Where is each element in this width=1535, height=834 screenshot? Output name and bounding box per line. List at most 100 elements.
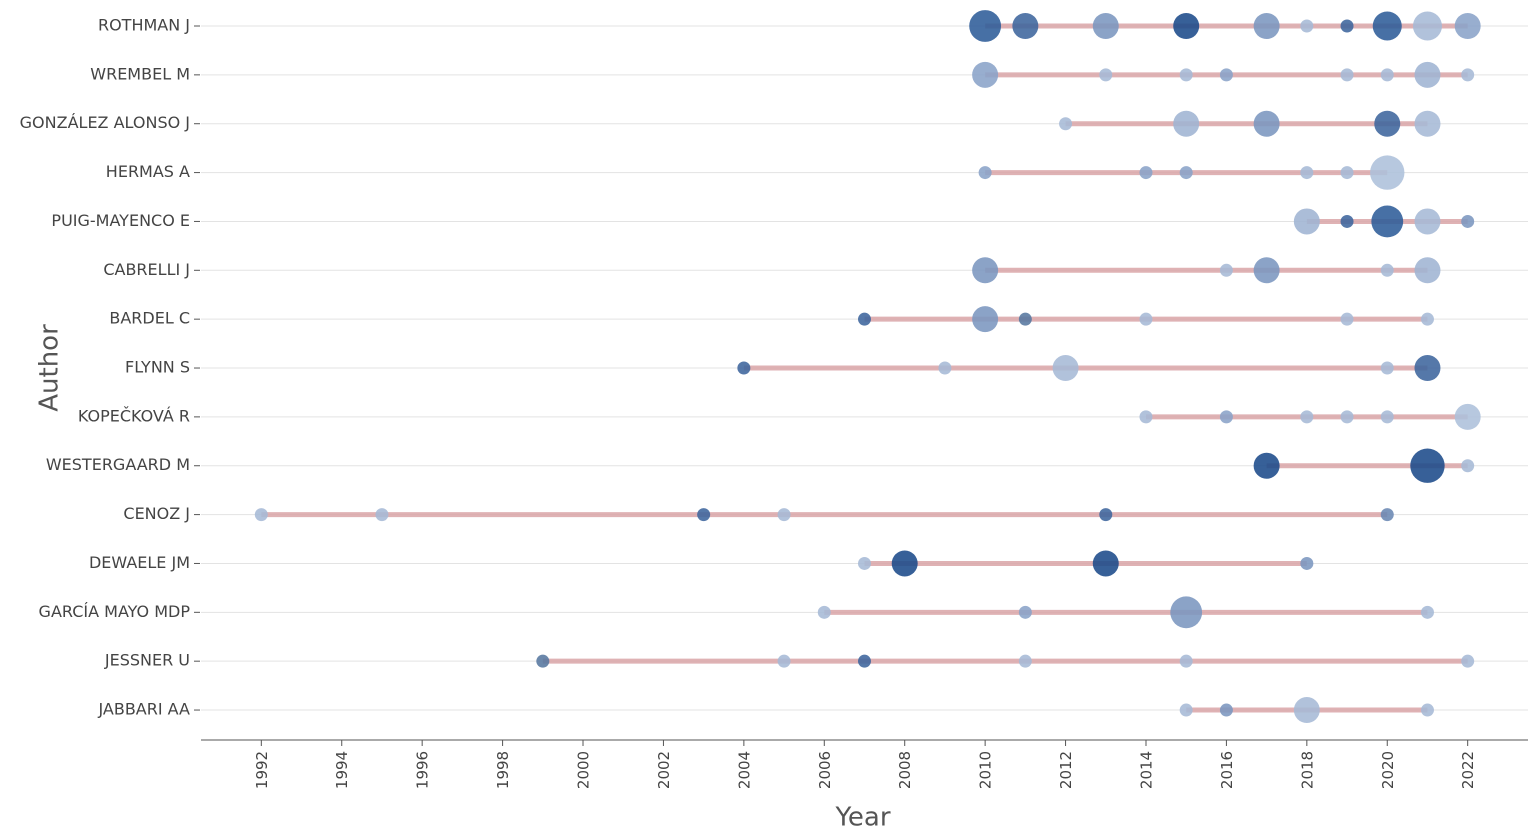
bubble xyxy=(1300,166,1314,180)
x-tick-label: 2012 xyxy=(1057,751,1075,789)
y-tick-label: JESSNER U xyxy=(104,651,190,670)
y-tick-label: HERMAS A xyxy=(106,162,190,181)
bubble xyxy=(1414,61,1441,88)
bubble xyxy=(1099,508,1113,522)
x-tick-label: 2010 xyxy=(977,751,995,789)
bubble xyxy=(1099,68,1113,82)
bubble xyxy=(858,556,871,570)
x-tick-label: 2020 xyxy=(1379,751,1397,789)
bubble xyxy=(1454,13,1481,39)
bubble xyxy=(1253,452,1280,479)
x-tick-label: 2016 xyxy=(1218,751,1236,789)
bubble xyxy=(1380,263,1394,277)
bubble xyxy=(1420,703,1434,717)
bubble xyxy=(1340,410,1354,424)
bubble xyxy=(1414,208,1441,235)
bubble xyxy=(1372,11,1402,41)
x-tick-label: 2022 xyxy=(1459,751,1477,789)
bubble xyxy=(1380,68,1394,82)
bubble xyxy=(1219,263,1233,277)
y-tick-label: CENOZ J xyxy=(123,504,190,523)
bubble xyxy=(1219,410,1233,424)
bubble xyxy=(1018,605,1032,619)
bubble xyxy=(1420,312,1434,326)
bubble xyxy=(938,361,952,375)
bubble xyxy=(1092,13,1119,39)
y-tick-label: KOPEČKOVÁ R xyxy=(78,406,190,425)
bubble xyxy=(891,550,918,577)
bubble xyxy=(697,508,711,522)
y-tick-label: GONZÁLEZ ALONSO J xyxy=(20,113,190,132)
bubble xyxy=(1219,68,1233,82)
bubble xyxy=(777,508,791,522)
bubble xyxy=(1340,312,1354,326)
bubble xyxy=(1139,312,1153,326)
bubble xyxy=(978,166,992,180)
bubble xyxy=(1179,654,1193,668)
bubble xyxy=(969,10,1002,42)
bubble xyxy=(1139,166,1153,180)
y-tick-label: FLYNN S xyxy=(125,358,190,377)
bubble xyxy=(1179,166,1193,180)
x-tick-label: 1992 xyxy=(253,751,271,789)
bubble xyxy=(1461,214,1475,228)
y-tick-label: PUIG-MAYENCO E xyxy=(51,211,190,230)
bubble xyxy=(1059,117,1073,131)
bubble xyxy=(972,257,999,284)
bubble xyxy=(1371,205,1404,238)
bubble xyxy=(1380,361,1394,375)
bubble xyxy=(817,605,831,619)
y-tick-label: BARDEL C xyxy=(109,309,190,328)
bubble xyxy=(1139,410,1153,424)
bubble xyxy=(1380,410,1394,424)
bubble xyxy=(1412,11,1443,41)
y-axis-title: Author xyxy=(35,324,65,412)
bubble xyxy=(1340,19,1354,33)
bubble xyxy=(1300,556,1314,570)
bubble xyxy=(1370,155,1405,190)
bubble xyxy=(1092,550,1119,577)
bubble xyxy=(1293,697,1320,724)
bubble xyxy=(1380,508,1394,522)
x-axis-title: Year xyxy=(834,803,890,833)
x-tick-label: 2008 xyxy=(896,751,914,789)
bubble xyxy=(1179,703,1193,717)
y-tick-label: DEWAELE JM xyxy=(89,553,190,572)
bubble xyxy=(972,306,999,333)
y-tick-label: ROTHMAN J xyxy=(98,16,190,35)
bubble xyxy=(858,654,871,668)
bubble xyxy=(375,508,389,522)
x-tick-label: 2014 xyxy=(1137,751,1155,789)
y-tick-label: JABBARI AA xyxy=(97,700,190,719)
x-tick-label: 2004 xyxy=(735,751,753,789)
bubble xyxy=(1018,312,1032,326)
y-tick-label: CABRELLI J xyxy=(103,260,190,279)
x-tick-label: 2018 xyxy=(1298,751,1316,789)
bubble xyxy=(1179,68,1193,82)
bubble xyxy=(1293,208,1320,235)
bubble xyxy=(1374,110,1401,137)
x-tick-label: 1998 xyxy=(494,751,512,789)
bubble xyxy=(858,312,871,326)
bubble xyxy=(1454,403,1481,430)
bubble xyxy=(1052,355,1079,382)
bubble xyxy=(1253,110,1280,137)
bubble xyxy=(1173,110,1200,137)
bubble xyxy=(1173,13,1200,39)
bubble xyxy=(737,361,751,375)
bubble xyxy=(1170,596,1203,629)
bubble xyxy=(777,654,791,668)
y-tick-label: GARCÍA MAYO MDP xyxy=(39,602,191,621)
bubble xyxy=(1012,13,1039,39)
bubble xyxy=(1300,410,1314,424)
bubble xyxy=(1414,355,1441,382)
bubble xyxy=(1300,19,1314,33)
bubble xyxy=(1340,166,1354,180)
bubble xyxy=(536,654,550,668)
bubble xyxy=(1420,605,1434,619)
y-tick-label: WESTERGAARD M xyxy=(46,455,190,474)
bubble xyxy=(1219,703,1233,717)
bubble xyxy=(1018,654,1032,668)
x-tick-label: 2006 xyxy=(816,751,834,789)
